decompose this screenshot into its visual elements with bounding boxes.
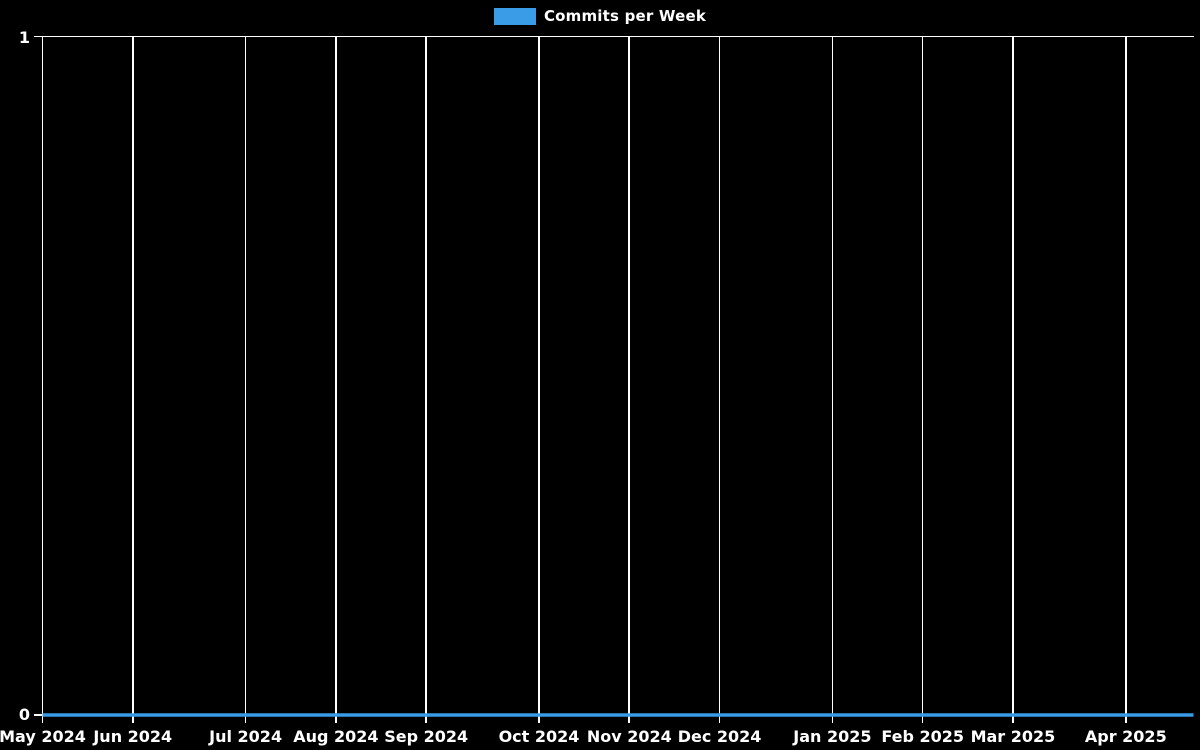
x-axis-label: Oct 2024 bbox=[498, 727, 580, 746]
x-axis-label: Sep 2024 bbox=[384, 727, 469, 746]
x-axis-label: Aug 2024 bbox=[293, 727, 379, 746]
y-tick-zero bbox=[34, 714, 44, 716]
month-gridline bbox=[131, 36, 134, 723]
y-axis-label-max: 1 bbox=[18, 27, 30, 47]
month-gridline bbox=[718, 36, 721, 723]
month-gridline bbox=[538, 36, 540, 723]
x-axis-label: Mar 2025 bbox=[970, 727, 1056, 746]
x-axis-label: Jan 2025 bbox=[793, 727, 872, 746]
y-axis-label-min: 0 bbox=[18, 705, 30, 724]
x-axis-label: Apr 2025 bbox=[1084, 727, 1167, 746]
month-gridline bbox=[335, 36, 337, 723]
month-gridline bbox=[628, 36, 631, 723]
month-gridline bbox=[41, 36, 44, 723]
y-gridline-top bbox=[34, 35, 1194, 38]
month-gridline bbox=[1012, 36, 1014, 723]
x-axis-label: Feb 2025 bbox=[881, 727, 965, 746]
x-axis-label: Jul 2024 bbox=[209, 727, 283, 746]
month-gridline bbox=[244, 36, 247, 723]
month-gridline bbox=[425, 36, 427, 723]
x-axis-label: Nov 2024 bbox=[586, 727, 672, 746]
legend-swatch-icon[interactable] bbox=[493, 8, 536, 25]
x-axis-label: Jun 2024 bbox=[93, 727, 173, 746]
month-gridline bbox=[921, 36, 924, 723]
x-axis-label: Dec 2024 bbox=[677, 727, 762, 746]
chart-legend: Commits per Week bbox=[0, 8, 1200, 25]
x-axis-label: May 2024 bbox=[0, 727, 86, 746]
month-gridline bbox=[831, 36, 834, 723]
month-gridline bbox=[1124, 36, 1127, 723]
legend-item-commits-per-week[interactable]: Commits per Week bbox=[543, 7, 707, 25]
